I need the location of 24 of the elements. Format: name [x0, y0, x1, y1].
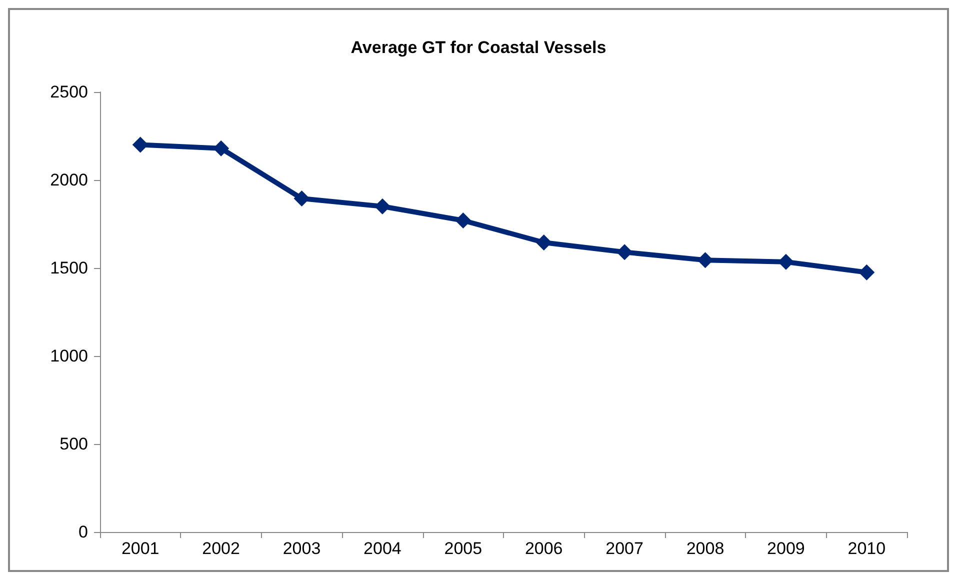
x-tick-label: 2001 [121, 539, 160, 558]
point [858, 264, 875, 280]
point [374, 198, 390, 214]
x-tick-label: 2003 [282, 539, 321, 558]
point [616, 244, 633, 260]
y-tick-label: 1500 [50, 258, 88, 278]
point [213, 140, 230, 156]
x-tick-label: 2010 [848, 539, 886, 558]
y-tick-label: 2000 [50, 170, 88, 190]
chart-title: Average GT for Coastal Vessels [350, 38, 606, 57]
x-tick-label: 2005 [444, 539, 482, 558]
y-tick-label: 500 [60, 434, 88, 454]
y-tick-label: 1000 [50, 346, 88, 366]
x-tick-label: 2009 [767, 539, 805, 558]
point [536, 234, 552, 250]
x-tick-label: 2006 [524, 539, 563, 558]
x-tick-label: 2002 [202, 539, 240, 558]
y-tick-label: 2500 [50, 82, 88, 102]
y-tick-label: 0 [78, 522, 88, 542]
point [294, 190, 310, 206]
x-tick-label: 2008 [686, 539, 724, 558]
point [455, 212, 472, 228]
x-tick-label: 2004 [364, 539, 402, 558]
x-tick-label: 2007 [606, 539, 644, 558]
